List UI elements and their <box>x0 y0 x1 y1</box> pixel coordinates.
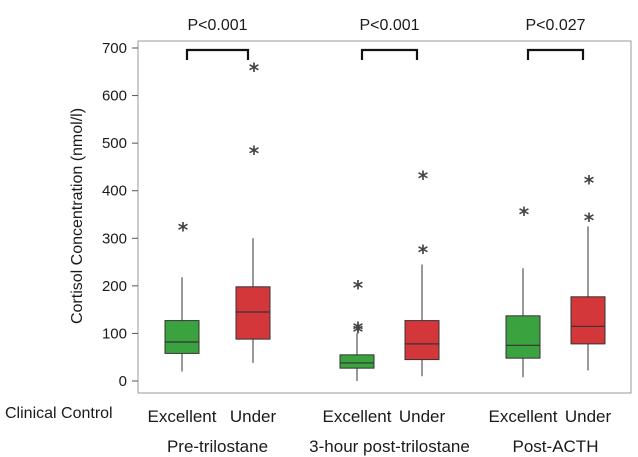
outlier-marker: * <box>584 208 595 232</box>
box-iqr <box>505 315 541 359</box>
outlier-marker: * <box>249 58 260 82</box>
outlier-marker: * <box>178 218 189 242</box>
outlier-marker: * <box>519 203 530 227</box>
p-value-label: P<0.027 <box>525 17 585 34</box>
x-axis-labels: Excellent Under Pre-trilostane Excellent Und… <box>148 407 612 456</box>
outlier-marker: * <box>418 166 429 190</box>
box-iqr <box>235 286 271 340</box>
x-category-label: Excellent <box>148 407 217 426</box>
outlier-marker: * <box>584 171 595 195</box>
y-tick-label: 500 <box>102 135 127 152</box>
x-category-label: Excellent <box>489 407 558 426</box>
boxes: ********* ** <box>164 58 606 381</box>
significance-annotations: P<0.001 P<0.001 P<0.027 <box>185 17 586 60</box>
y-axis: 0 100 200 300 400 500 600 700 <box>102 40 138 390</box>
group-label: Post-ACTH <box>513 437 599 456</box>
x-category-label: Excellent <box>323 407 392 426</box>
significance-bracket <box>185 48 250 60</box>
p-value-label: P<0.001 <box>187 17 247 34</box>
x-category-label: Under <box>565 407 612 426</box>
significance-bracket <box>526 48 585 60</box>
box-excellent: * <box>164 218 200 372</box>
y-tick-label: 700 <box>102 40 127 57</box>
y-tick-label: 300 <box>102 230 127 247</box>
plot-frame <box>137 40 632 394</box>
box-iqr <box>164 320 200 354</box>
outlier-marker: * <box>353 320 364 344</box>
outlier-marker: * <box>353 276 364 300</box>
box-excellent: *** <box>339 276 375 381</box>
p-value-label: P<0.001 <box>359 17 419 34</box>
y-tick-label: 200 <box>102 278 127 295</box>
y-tick-label: 400 <box>102 183 127 200</box>
box-iqr <box>404 320 440 361</box>
outlier-marker: * <box>418 241 429 265</box>
box-excellent: * <box>505 203 541 378</box>
y-tick-label: 600 <box>102 88 127 105</box>
box-iqr <box>339 354 375 369</box>
x-category-label: Under <box>230 407 277 426</box>
box-under: ** <box>570 171 606 371</box>
box-iqr <box>570 296 606 345</box>
y-tick-label: 100 <box>102 325 127 342</box>
clinical-control-label: Clinical Control <box>5 405 113 422</box>
box-under: ** <box>404 166 440 377</box>
y-tick-label: 0 <box>119 373 127 390</box>
x-category-label: Under <box>399 407 446 426</box>
box-under: ** <box>235 58 271 363</box>
group-label: Pre-trilostane <box>167 437 268 456</box>
group-label: 3-hour post-trilostane <box>309 437 470 456</box>
outlier-marker: * <box>249 142 260 166</box>
outlier-marker: * <box>353 318 364 342</box>
y-axis-label: Cortisol Concentration (nmol/l) <box>69 108 86 324</box>
significance-bracket <box>360 48 419 60</box>
